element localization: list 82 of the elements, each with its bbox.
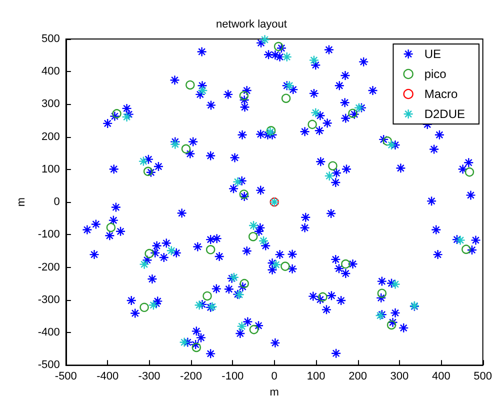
point (249, 324, 259, 334)
point (386, 320, 396, 330)
point (106, 222, 116, 232)
point (170, 139, 180, 150)
point (354, 102, 364, 113)
point (240, 278, 249, 288)
point (281, 94, 291, 103)
y-tick-label: 0 (54, 196, 60, 208)
point (236, 321, 247, 332)
point (122, 112, 132, 122)
point (138, 156, 149, 166)
x-tick-label: 100 (306, 370, 326, 383)
chart-title: network layout (216, 18, 287, 30)
point (202, 291, 212, 301)
x-tick-label: 400 (432, 370, 450, 383)
point (206, 245, 216, 254)
point (198, 85, 208, 96)
point (386, 140, 397, 150)
point (274, 42, 284, 52)
point (140, 302, 149, 312)
x-tick-label: 300 (390, 370, 409, 383)
y-tick-label: 500 (42, 33, 60, 45)
point (228, 272, 240, 282)
x-tick-label: 200 (348, 370, 367, 383)
point (270, 260, 282, 270)
x-axis-title: m (270, 386, 279, 398)
x-tick-label: -300 (138, 370, 160, 383)
point (377, 288, 387, 298)
point (390, 279, 400, 290)
y-tick-label: -300 (38, 294, 60, 306)
point (232, 176, 243, 187)
point (284, 80, 294, 91)
point (282, 52, 292, 62)
point (143, 166, 153, 176)
point (324, 170, 334, 182)
legend-label: Macro (424, 87, 458, 101)
y-tick-label: 200 (42, 130, 60, 143)
y-tick-label: -500 (38, 359, 60, 372)
y-axis-title: m (16, 197, 28, 207)
y-tick-label: 300 (42, 98, 60, 110)
x-tick-label: -400 (96, 370, 119, 383)
y-tick-label: -200 (38, 261, 60, 274)
point (260, 34, 270, 45)
x-tick-label: -100 (222, 370, 244, 383)
point (139, 259, 150, 270)
point (462, 244, 471, 254)
point (181, 144, 191, 154)
legend-label: D2DUE (424, 107, 466, 121)
x-tick-label: -500 (54, 370, 77, 383)
point (144, 248, 154, 258)
point (239, 190, 249, 199)
point (310, 108, 321, 118)
point (179, 337, 190, 348)
point (280, 262, 290, 271)
y-tick-label: -100 (38, 228, 60, 241)
point (328, 161, 338, 170)
point (112, 109, 122, 118)
point (341, 259, 350, 269)
point (194, 300, 204, 310)
y-tick-label: 100 (42, 163, 60, 176)
point (248, 220, 259, 231)
point (348, 108, 358, 118)
point (464, 167, 474, 177)
point (186, 80, 195, 90)
x-tick-label: -200 (180, 370, 202, 383)
point (166, 246, 176, 256)
y-tick-label: 400 (42, 66, 60, 78)
y-tick-label: -400 (38, 326, 60, 338)
point (455, 235, 466, 246)
point (148, 300, 159, 310)
point (239, 91, 249, 100)
x-tick-label: 500 (474, 370, 492, 383)
point (308, 120, 317, 130)
point (192, 342, 202, 352)
legend-label: UE (424, 47, 441, 61)
x-tick-label: 0 (271, 370, 278, 383)
point (258, 236, 269, 246)
point (318, 292, 328, 302)
point (308, 55, 320, 66)
point (248, 232, 258, 242)
point (382, 136, 392, 146)
legend-label: pico (424, 67, 447, 81)
